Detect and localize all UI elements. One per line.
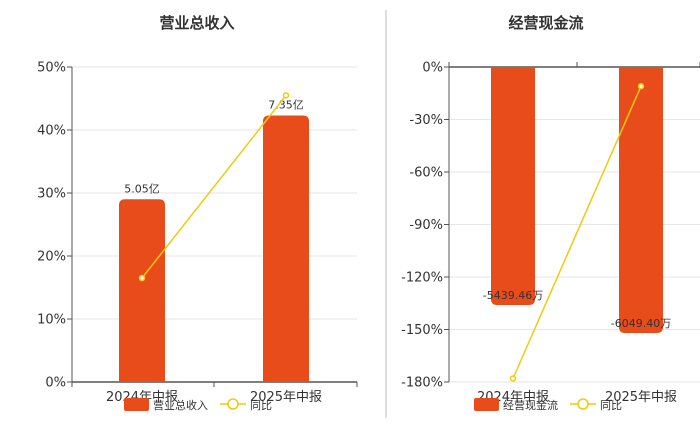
y-tick-label: -30% [409,113,443,128]
bar-value-label: 7.35亿 [268,99,304,112]
y-tick-label: 50% [37,61,66,76]
y-tick-label: 10% [37,313,66,328]
y-tick-label: -120% [401,271,443,286]
x-category-label: 2025年中报 [605,390,677,405]
yoy-line [141,94,287,279]
y-tick-label: -90% [409,218,443,233]
right-chart-title: 经营现金流 [508,14,584,32]
cashflow-chart: 0%-30%-60%-90%-120%-150%-180%2024年中报 2025… [401,61,700,412]
legend-bar-label: 经营现金流 [503,398,558,412]
y-tick-label: 0% [45,376,66,391]
y-tick-label: 20% [37,250,66,265]
legend-line-marker [577,398,589,410]
revenue-chart: 0% 10% 20% 30% 40% 50% 2024年中报 2025年中报 5.05亿 7.35… [37,61,358,412]
x-category-label: 2024年中报 [106,390,178,405]
bar-value-label: 5.05亿 [124,182,160,195]
yoy-point [509,375,517,382]
y-tick-label: -180% [401,376,443,391]
legend-bar-swatch [474,398,499,411]
y-tick-label: -150% [401,323,443,338]
bar-value-label: -5439.46万 [483,289,543,302]
y-tick-label: 0% [422,61,443,76]
bar [119,199,165,382]
legend-bar-swatch [124,398,149,411]
y-tick-label: 30% [37,187,66,202]
yoy-point [282,92,290,99]
legend-line-marker [227,398,239,410]
bar-value-label: -6049.40万 [611,317,671,330]
yoy-point [138,274,146,282]
y-tick-label: -60% [409,166,443,181]
left-chart-title: 营业总收入 [159,14,235,32]
x-category-label: 2025年中报 [250,390,322,405]
bar [263,115,309,382]
legend-bar-label: 营业总收入 [153,398,208,412]
yoy-point [637,83,645,90]
bar [619,67,663,333]
legend-line-label: 同比 [600,399,622,412]
legend-line-label: 同比 [250,399,272,412]
y-tick-label: 40% [37,124,66,139]
yoy-line [512,85,642,379]
bar [491,67,535,305]
